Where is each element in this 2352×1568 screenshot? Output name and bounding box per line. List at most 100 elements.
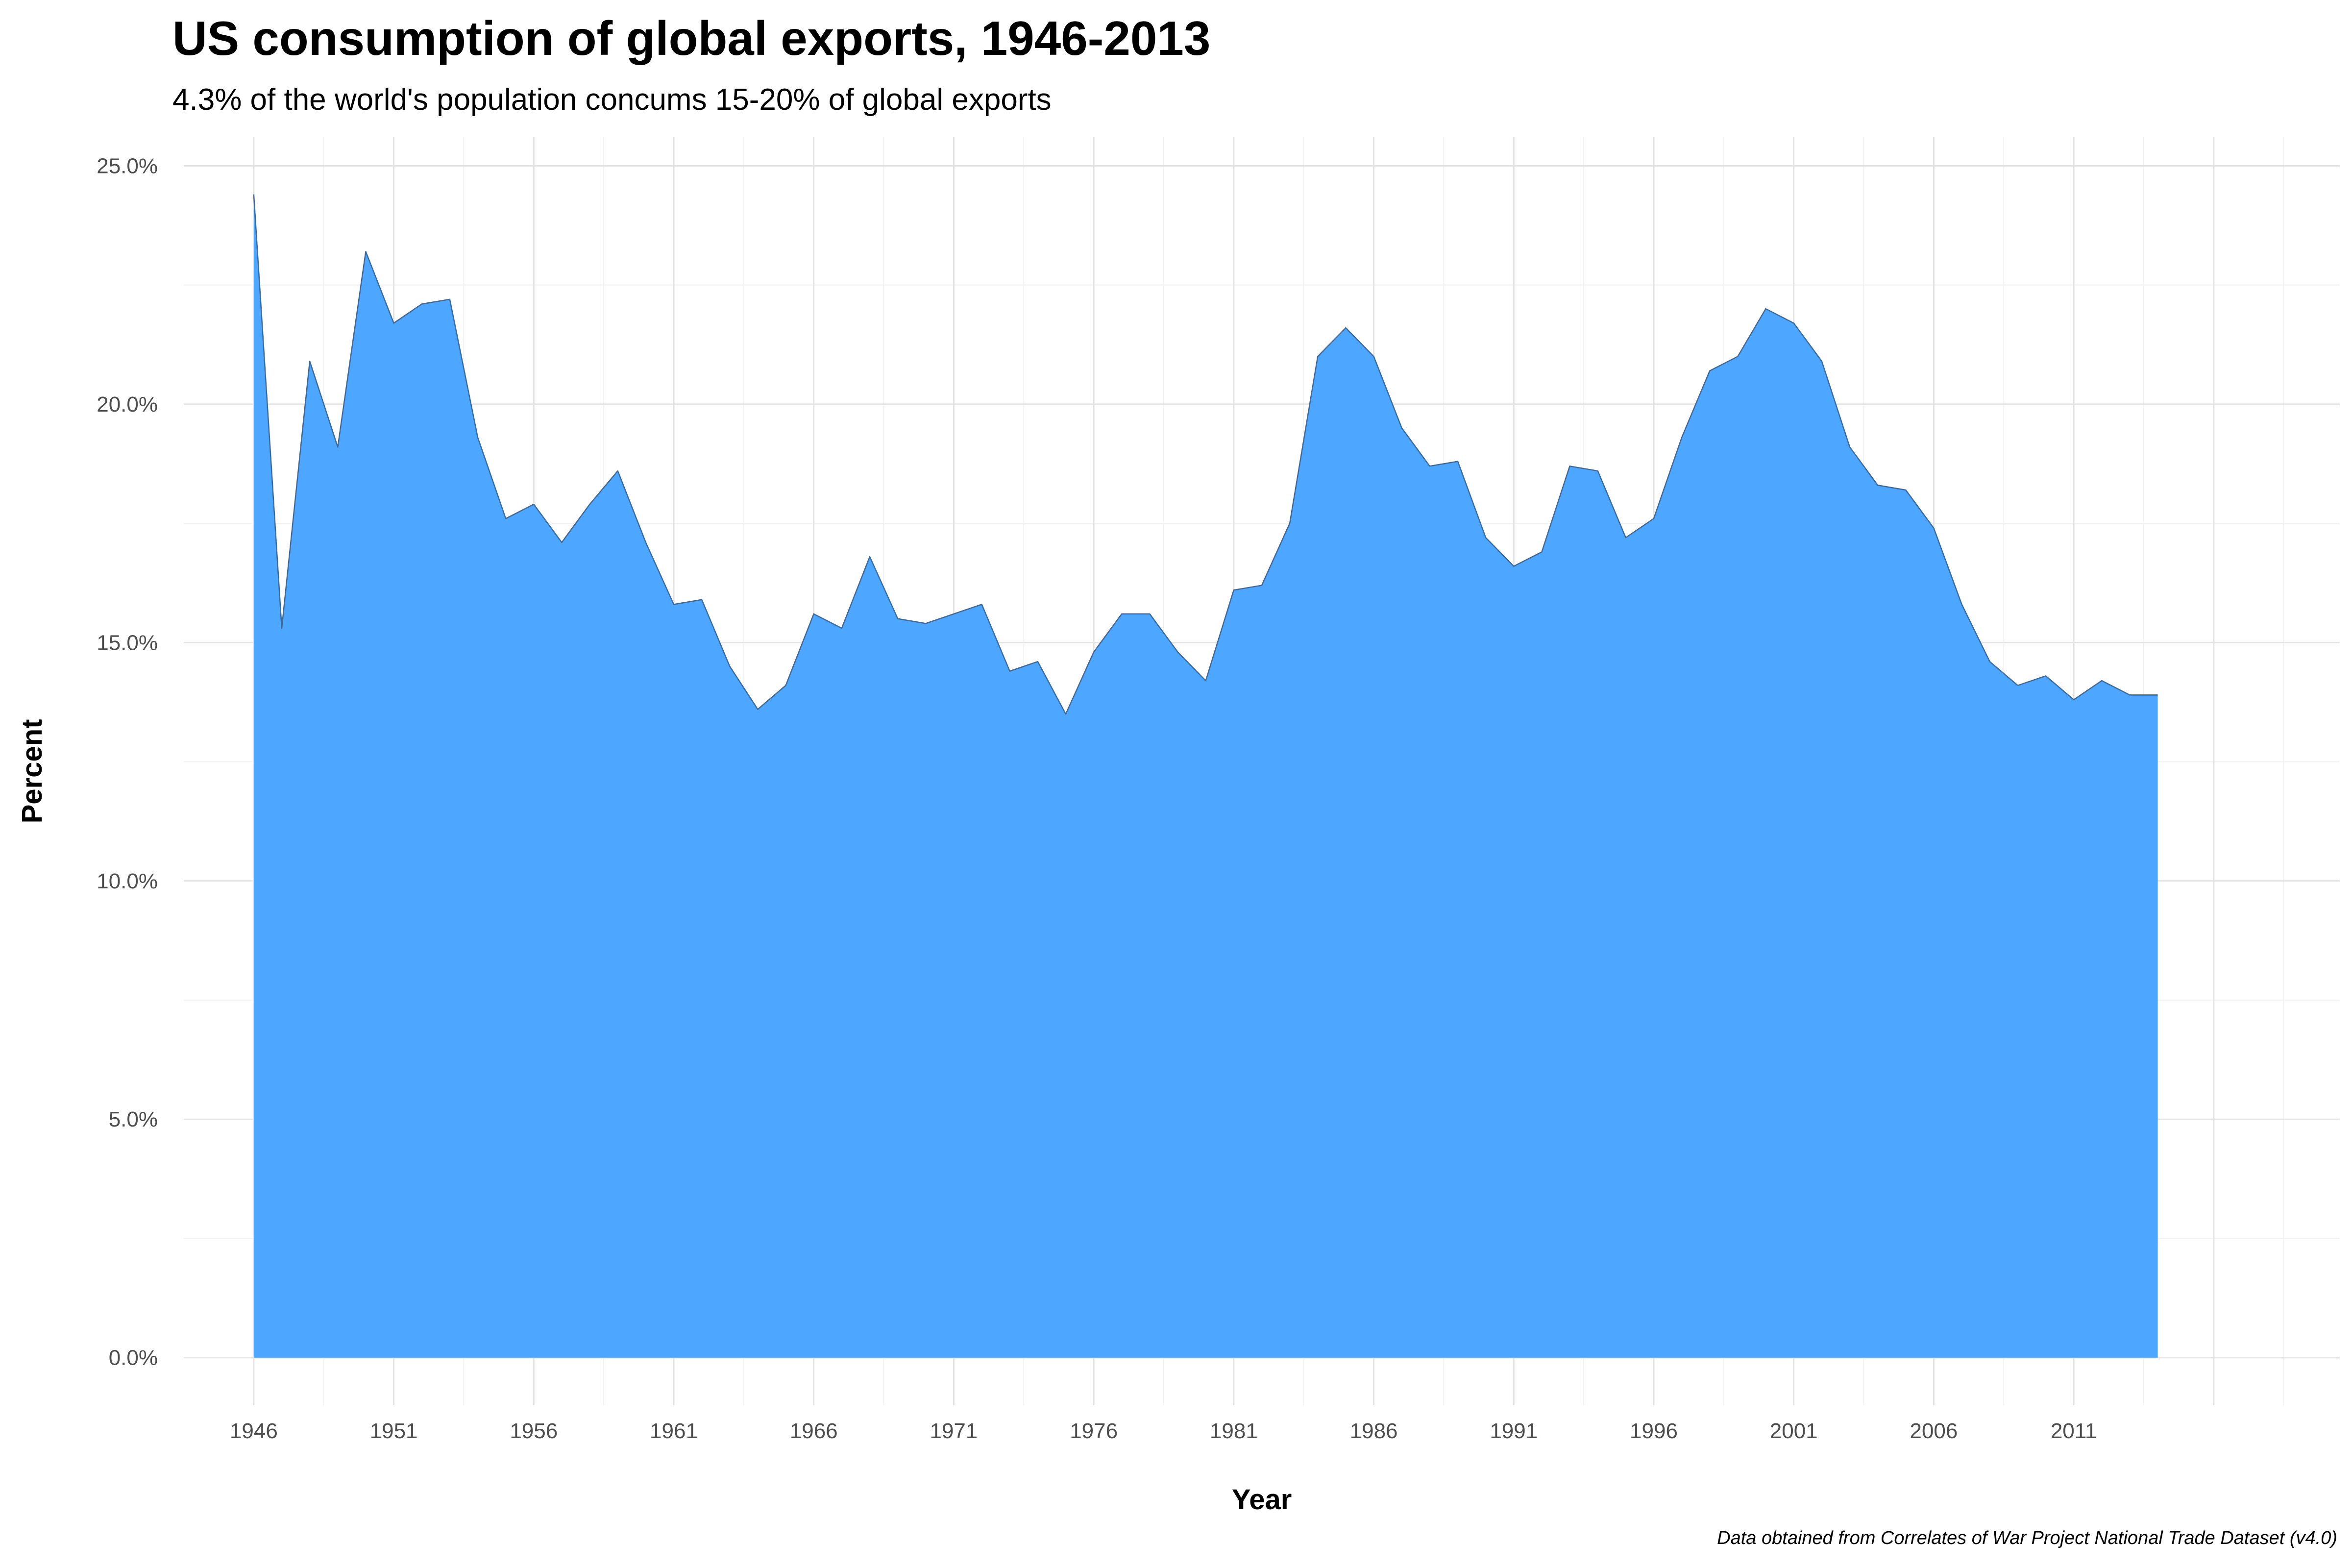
data-point — [1596, 469, 1599, 472]
data-point — [1092, 651, 1095, 654]
data-point — [2072, 698, 2075, 701]
x-tick-label: 2011 — [2051, 1419, 2097, 1443]
data-point — [392, 321, 395, 324]
y-tick-label: 10.0% — [97, 869, 158, 893]
data-point — [1484, 536, 1487, 539]
data-point — [1708, 369, 1711, 372]
y-tick-label: 20.0% — [97, 392, 158, 416]
data-point — [1932, 527, 1935, 530]
data-point — [1316, 355, 1319, 358]
x-tick-label: 1996 — [1630, 1419, 1678, 1443]
data-point — [1848, 445, 1851, 448]
y-tick-label: 15.0% — [97, 631, 158, 655]
data-point — [784, 684, 787, 687]
x-axis-title: Year — [1232, 1484, 1292, 1516]
data-point — [644, 541, 647, 544]
data-point — [364, 250, 367, 253]
x-tick-label: 1961 — [650, 1419, 698, 1443]
x-tick-label: 1966 — [790, 1419, 838, 1443]
data-point — [1792, 321, 1795, 324]
data-point — [756, 708, 759, 711]
data-point — [728, 665, 731, 668]
data-point — [924, 622, 927, 625]
data-point — [840, 627, 843, 630]
x-tick-label: 2001 — [1770, 1419, 1818, 1443]
data-point — [1344, 326, 1347, 329]
data-point — [1960, 603, 1963, 606]
x-tick-label: 1991 — [1490, 1419, 1538, 1443]
data-point — [1372, 355, 1375, 358]
data-point — [1064, 712, 1067, 715]
data-point — [336, 445, 339, 448]
x-tick-label: 1976 — [1070, 1419, 1118, 1443]
data-point — [1624, 536, 1627, 539]
data-point — [1568, 465, 1571, 467]
x-tick-label: 1971 — [930, 1419, 978, 1443]
data-point — [1008, 670, 1011, 673]
x-tick-label: 1986 — [1350, 1419, 1398, 1443]
data-point — [1148, 612, 1151, 615]
data-point — [2156, 693, 2159, 696]
data-point — [560, 541, 563, 544]
chart-title: US consumption of global exports, 1946-2… — [172, 11, 1211, 65]
data-point — [672, 603, 675, 606]
y-axis-title: Percent — [16, 719, 48, 824]
data-point — [308, 360, 311, 363]
chart-caption: Data obtained from Correlates of War Pro… — [1717, 1528, 2337, 1548]
x-tick-labels: 1946 1951 1956 1961 1966 1971 1976 1981 1986 1991… — [230, 1419, 2097, 1443]
data-point — [1232, 588, 1235, 591]
data-point — [1176, 651, 1179, 654]
data-point — [1876, 484, 1879, 487]
chart-subtitle: 4.3% of the world's population concums 1… — [172, 83, 1052, 117]
data-point — [1988, 660, 1991, 663]
data-point — [1036, 660, 1039, 663]
data-point — [504, 517, 507, 520]
y-tick-label: 0.0% — [109, 1346, 158, 1370]
x-tick-label: 1946 — [230, 1419, 278, 1443]
data-point — [1260, 584, 1263, 587]
data-point — [1652, 517, 1655, 520]
data-point — [252, 193, 255, 196]
x-tick-label: 1951 — [370, 1419, 418, 1443]
data-point — [1456, 460, 1459, 463]
data-point — [1400, 426, 1403, 429]
data-point — [952, 612, 955, 615]
data-point — [1428, 465, 1431, 467]
area-outline — [253, 194, 2158, 715]
data-point — [2044, 674, 2047, 677]
x-tick-label: 2006 — [1910, 1419, 1958, 1443]
data-point — [532, 503, 535, 506]
data-point — [420, 303, 423, 306]
data-point — [616, 469, 619, 472]
x-tick-label: 1956 — [510, 1419, 558, 1443]
y-tick-labels: 0.0% 5.0% 10.0% 15.0% 20.0% 25.0% — [97, 154, 158, 1370]
data-point — [476, 436, 479, 439]
data-point — [2128, 693, 2131, 696]
data-point — [1904, 489, 1907, 491]
data-point — [700, 598, 703, 601]
data-point — [812, 612, 815, 615]
data-point — [868, 555, 871, 558]
data-point — [1764, 307, 1767, 310]
y-tick-label: 5.0% — [109, 1107, 158, 1131]
data-point — [896, 617, 899, 620]
data-point — [588, 503, 591, 506]
data-point — [1512, 565, 1515, 568]
data-point — [2016, 684, 2019, 687]
data-point — [1680, 436, 1683, 439]
data-point — [280, 627, 283, 630]
data-point — [1120, 612, 1123, 615]
data-point — [1204, 679, 1207, 682]
data-point — [1540, 550, 1543, 553]
area-fill — [253, 194, 2158, 1358]
data-point — [980, 603, 983, 606]
data-point — [2100, 679, 2103, 682]
data-point — [1736, 355, 1739, 358]
data-point — [448, 298, 451, 301]
data-point — [1288, 522, 1291, 525]
data-point — [1820, 360, 1823, 363]
y-tick-label: 25.0% — [97, 154, 158, 178]
x-tick-label: 1981 — [1210, 1419, 1258, 1443]
